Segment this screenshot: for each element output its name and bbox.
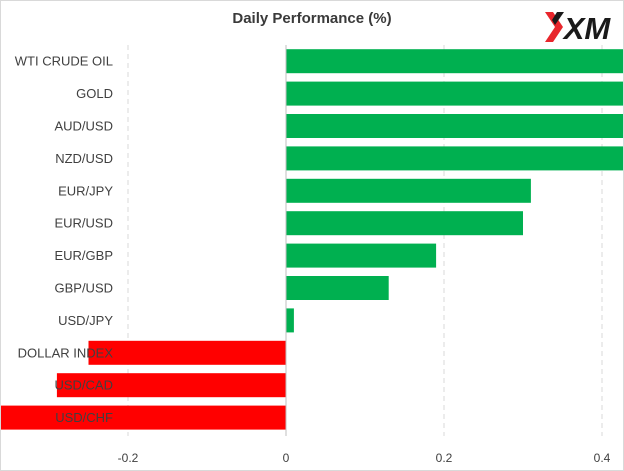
x-tick-label: 0 [283, 451, 290, 465]
x-axis-tick-labels: -0.6-0.4-0.200.20.40.60.811.2 [118, 451, 611, 465]
bar [286, 49, 623, 74]
x-tick-label: 0.4 [594, 451, 611, 465]
category-label: USD/CHF [55, 410, 113, 425]
bar [286, 114, 623, 138]
category-label: EUR/GBP [54, 248, 113, 263]
bar [88, 340, 286, 365]
category-label: GBP/USD [54, 281, 113, 296]
bars [1, 49, 623, 430]
bar [286, 146, 623, 171]
bar [286, 178, 531, 203]
category-label: EUR/JPY [58, 183, 113, 198]
category-label: USD/JPY [58, 313, 113, 328]
category-label: DOLLAR INDEX [18, 345, 114, 360]
xm-logo: XM [545, 11, 612, 46]
bar [286, 81, 623, 106]
bar [286, 211, 523, 236]
bar [286, 308, 294, 333]
category-label: AUD/USD [54, 119, 113, 134]
bar [286, 243, 437, 268]
category-label: GOLD [76, 86, 113, 101]
category-label: USD/CAD [54, 378, 113, 393]
x-tick-label: 0.2 [436, 451, 453, 465]
x-tick-label: -0.2 [118, 451, 139, 465]
category-labels: WTI CRUDE OIL GOLD AUD/USD NZD/USD EUR/JPY EU… [15, 54, 114, 425]
category-label: NZD/USD [55, 151, 113, 166]
bar [1, 405, 287, 430]
category-label: WTI CRUDE OIL [15, 54, 113, 69]
logo-text: XM [562, 11, 612, 46]
gridlines [127, 45, 603, 436]
category-label: EUR/USD [54, 216, 113, 231]
bar [56, 373, 287, 398]
bar [286, 276, 389, 300]
chart-title: Daily Performance (%) [232, 10, 392, 27]
